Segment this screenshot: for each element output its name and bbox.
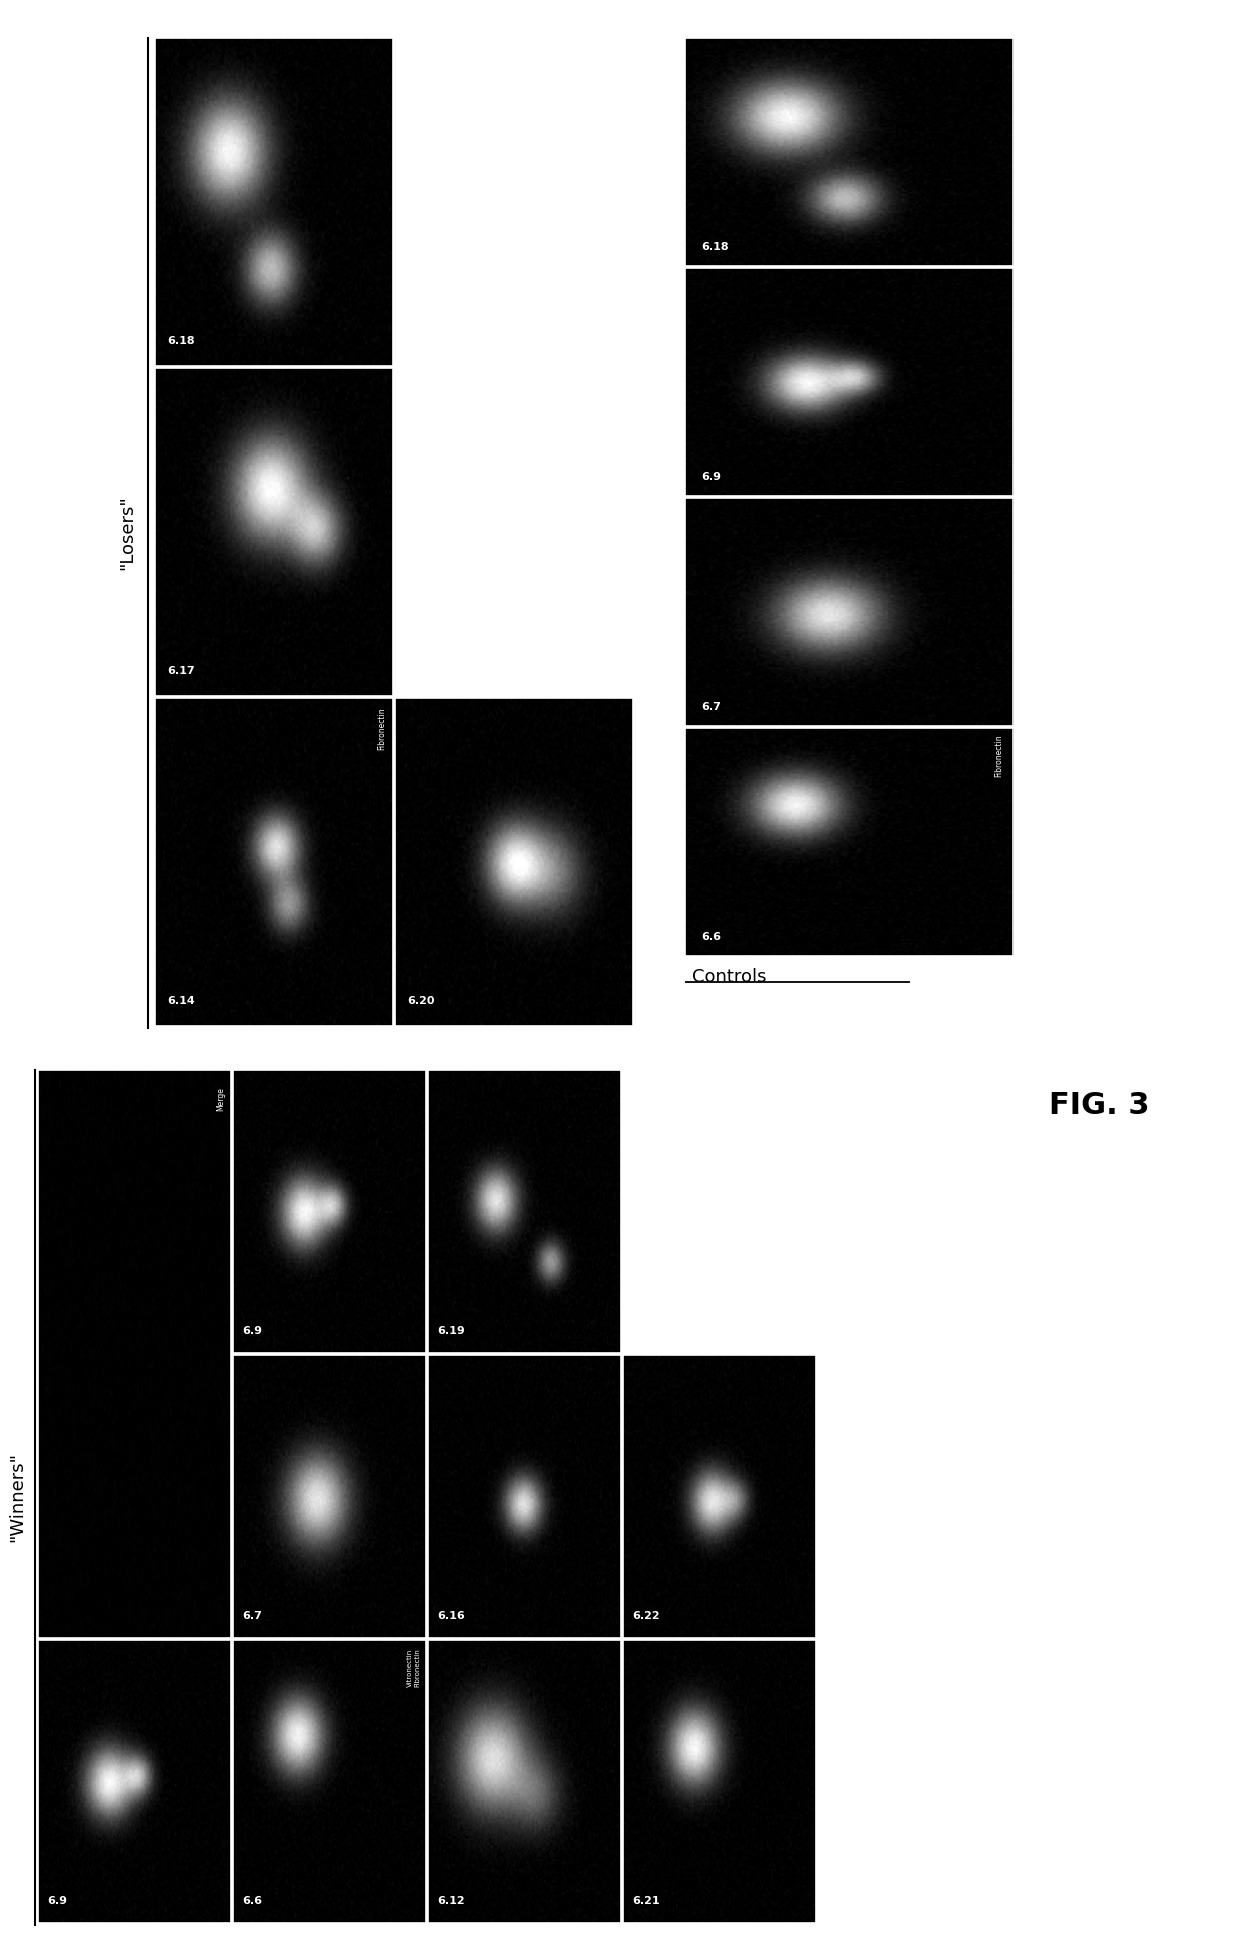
Text: Merge: Merge xyxy=(216,1087,226,1110)
Text: 6.7: 6.7 xyxy=(702,702,722,712)
Text: 6.18: 6.18 xyxy=(702,243,729,253)
Text: 6.21: 6.21 xyxy=(632,1895,660,1905)
Text: 6.9: 6.9 xyxy=(47,1895,68,1905)
Text: 6.18: 6.18 xyxy=(167,336,195,346)
Text: Fibronectin: Fibronectin xyxy=(377,708,386,750)
Text: 6.9: 6.9 xyxy=(702,472,722,482)
Text: FIG. 3: FIG. 3 xyxy=(1049,1091,1149,1120)
Text: Vitronectin
Fibronectin: Vitronectin Fibronectin xyxy=(407,1649,420,1687)
Text: 6.19: 6.19 xyxy=(438,1326,465,1336)
Text: 6.16: 6.16 xyxy=(438,1612,465,1621)
Text: 6.22: 6.22 xyxy=(632,1612,660,1621)
Text: 6.14: 6.14 xyxy=(167,997,195,1007)
Text: 6.7: 6.7 xyxy=(243,1612,263,1621)
Text: "Losers": "Losers" xyxy=(119,496,136,570)
Text: 6.6: 6.6 xyxy=(702,933,722,943)
Text: 6.12: 6.12 xyxy=(438,1895,465,1905)
Text: "Winners": "Winners" xyxy=(9,1452,26,1542)
Text: Controls: Controls xyxy=(692,968,766,986)
Text: 6.9: 6.9 xyxy=(243,1326,263,1336)
Text: Fibronectin: Fibronectin xyxy=(994,735,1003,778)
Text: 6.17: 6.17 xyxy=(167,667,195,677)
Text: 6.6: 6.6 xyxy=(243,1895,263,1905)
Text: 6.20: 6.20 xyxy=(407,997,434,1007)
